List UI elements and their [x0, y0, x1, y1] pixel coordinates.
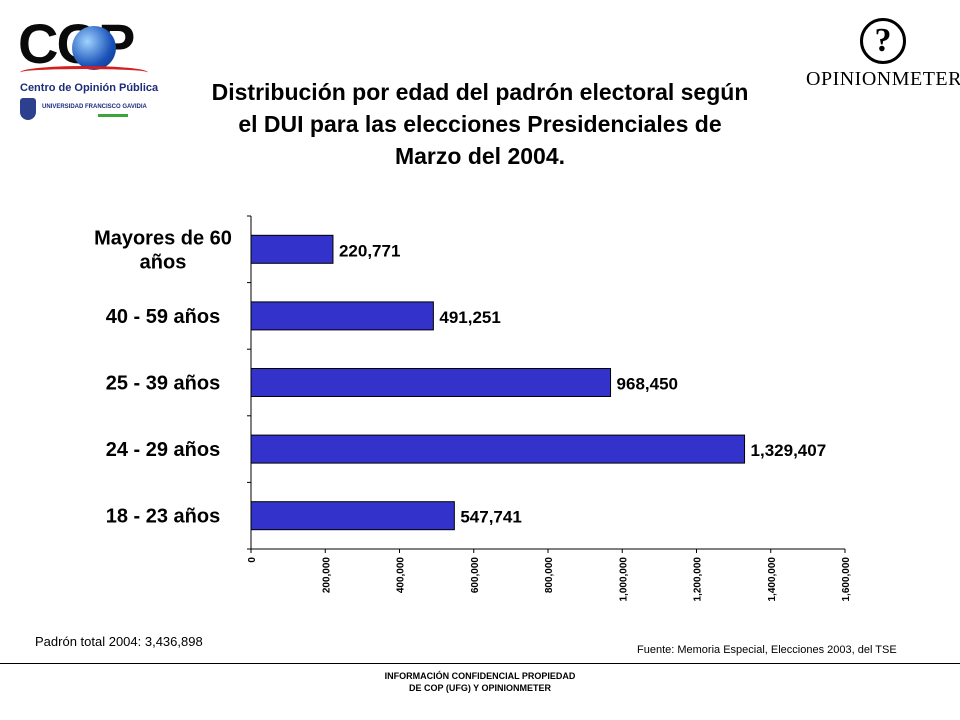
bar [250, 368, 612, 397]
category-label: 25 - 39 años [106, 373, 221, 395]
chart-title-line: Marzo del 2004. [394, 143, 566, 169]
x-tick-label: 1,400,000 [767, 557, 778, 602]
category-label: 18 - 23 años [106, 506, 221, 528]
chart-title-line: Distribución por edad del padrón elector… [211, 79, 749, 105]
value-label: 1,329,407 [751, 441, 827, 460]
cop-subtitle: Centro de Opinión Pública [20, 82, 159, 94]
ufg-bar-icon [98, 114, 128, 117]
chart-title-line: el DUI para las elecciones Presidenciale… [238, 111, 722, 137]
footer: INFORMACIÓN CONFIDENCIAL PROPIEDAD DE CO… [0, 670, 960, 694]
x-tick-label: 1,200,000 [693, 557, 704, 602]
chart-title: Distribución por edad del padrón elector… [160, 76, 800, 172]
footer-line-2: DE COP (UFG) Y OPINIONMETER [408, 683, 552, 693]
source-note: Fuente: Memoria Especial, Elecciones 200… [637, 644, 897, 656]
x-tick-label: 800,000 [544, 557, 555, 594]
x-tick-label: 200,000 [321, 557, 332, 594]
question-mark-icon: ? [860, 18, 906, 64]
swoosh-icon [20, 66, 148, 79]
bar [250, 234, 334, 264]
bar [250, 501, 455, 531]
footer-divider [0, 663, 960, 664]
x-tick-label: 1,000,000 [618, 557, 629, 602]
opinionmeter-logo: ? OPINIONMETER [800, 18, 960, 98]
cop-logo: COP Centro de Opinión Pública UNIVERSIDA… [14, 12, 164, 124]
x-tick-label: 1,600,000 [841, 557, 852, 602]
total-note: Padrón total 2004: 3,436,898 [35, 634, 203, 649]
category-label: 40 - 59 años [106, 306, 221, 328]
value-label: 491,251 [439, 308, 500, 327]
bar [250, 434, 746, 464]
ufg-crest-icon [20, 98, 36, 120]
globe-icon [72, 26, 116, 70]
category-label: 24 - 29 años [106, 439, 221, 461]
value-label: 968,450 [617, 375, 678, 394]
opinionmeter-name: OPINIONMETER [806, 68, 960, 90]
x-tick-label: 600,000 [470, 557, 481, 594]
category-label: Mayores de 60 [94, 227, 232, 249]
category-label: años [140, 251, 187, 273]
value-label: 220,771 [339, 241, 400, 260]
value-label: 547,741 [460, 508, 521, 527]
footer-line-1: INFORMACIÓN CONFIDENCIAL PROPIEDAD [384, 671, 576, 681]
x-tick-label: 0 [247, 557, 258, 563]
ufg-name: UNIVERSIDAD FRANCISCO GAVIDIA [42, 104, 147, 110]
x-tick-label: 400,000 [396, 557, 407, 594]
bar [250, 301, 434, 331]
